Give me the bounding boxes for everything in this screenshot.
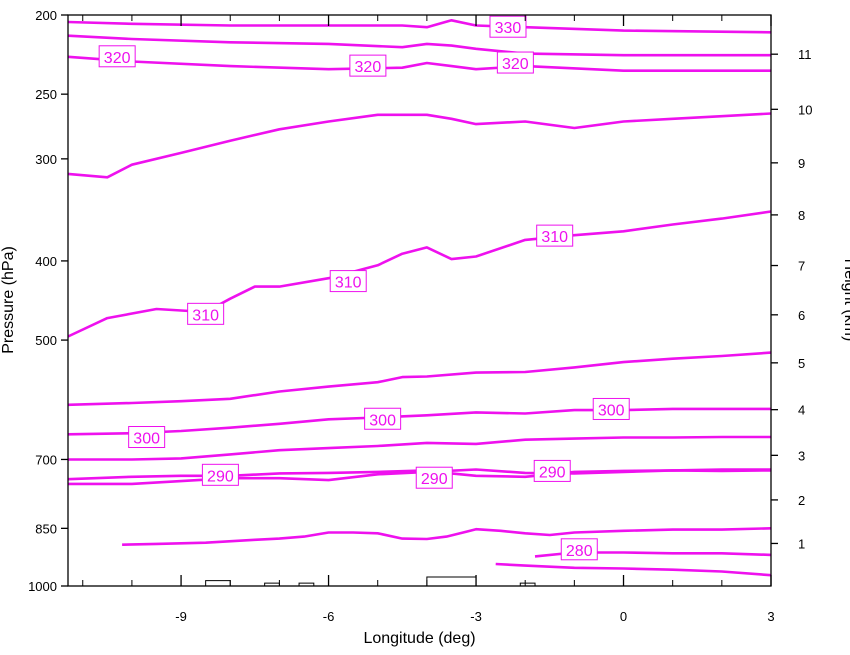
contour-label-box <box>560 538 598 561</box>
contour-label-text: 300 <box>133 431 160 448</box>
x-tick-label: 0 <box>620 609 627 624</box>
y2-tick-label: 9 <box>798 156 805 171</box>
y-tick-label: 250 <box>35 87 57 102</box>
contour-label-text: 310 <box>192 307 219 324</box>
contour-label-text: 290 <box>207 468 234 485</box>
contour-line-8 <box>68 435 771 461</box>
contour-label-text: 300 <box>369 412 396 429</box>
contour-lines <box>67 19 772 577</box>
contour-label-300: 300 <box>128 426 166 449</box>
contour-line-1 <box>67 19 772 34</box>
y-axis-title: Pressure (hPa) <box>0 246 17 354</box>
terrain-block-1 <box>205 580 231 586</box>
contour-line-13 <box>495 562 772 577</box>
y-tick-label: 1000 <box>28 579 57 594</box>
contour-label-320: 320 <box>349 54 387 77</box>
contour-label-text: 330 <box>495 20 522 37</box>
x-tick-label: -6 <box>323 609 335 624</box>
contour-label-330: 330 <box>489 15 527 38</box>
y2-tick-label: 3 <box>798 448 805 463</box>
contour-label-280: 280 <box>560 538 598 561</box>
contour-label-300: 300 <box>364 407 402 430</box>
contour-label-box <box>415 466 453 489</box>
contour-label-290: 290 <box>415 466 453 489</box>
y2-tick-label: 6 <box>798 308 805 323</box>
contour-label-290: 290 <box>533 459 571 482</box>
contour-label-box <box>187 302 225 325</box>
contour-label-text: 320 <box>355 59 382 76</box>
plot-frame <box>67 14 772 587</box>
contour-line-2 <box>67 34 771 57</box>
x-axis-title: Longitude (deg) <box>363 630 475 647</box>
contour-label-text: 320 <box>104 50 131 67</box>
terrain-block-3 <box>298 582 315 586</box>
contour-label-text: 290 <box>539 464 566 481</box>
contour-label-box <box>201 463 239 486</box>
y2-tick-label: 10 <box>798 102 812 117</box>
contour-label-box <box>349 54 387 77</box>
contour-label-320: 320 <box>496 51 534 74</box>
y-tick-label: 850 <box>35 521 57 536</box>
contour-line-6 <box>67 351 772 407</box>
terrain-block-4 <box>426 576 477 586</box>
x-tick-label: 3 <box>767 609 774 624</box>
contour-label-310: 310 <box>329 270 367 293</box>
y2-tick-label: 2 <box>798 493 805 508</box>
y2-tick-label: 5 <box>798 356 805 371</box>
y-tick-label: 300 <box>35 152 57 167</box>
contour-label-text: 290 <box>421 471 448 488</box>
contour-line-5 <box>67 210 772 338</box>
contour-label-box <box>364 407 402 430</box>
y2-axis-title: Height (km) <box>841 259 850 342</box>
x-tick-label: -3 <box>470 609 482 624</box>
contour-label-text: 320 <box>502 56 529 73</box>
contour-label-310: 310 <box>536 224 574 247</box>
contour-line-3 <box>67 55 771 72</box>
y2-tick-label: 7 <box>798 259 805 274</box>
y2-tick-label: 4 <box>798 403 805 418</box>
contour-label-320: 320 <box>98 45 136 68</box>
contour-label-text: 310 <box>335 275 362 292</box>
terrain-outline <box>205 576 536 586</box>
contour-label-text: 310 <box>541 229 568 246</box>
contour-label-300: 300 <box>592 397 630 420</box>
y2-tick-label: 1 <box>798 536 805 551</box>
y-tick-label: 700 <box>35 452 57 467</box>
terrain-block-5 <box>519 582 536 586</box>
contour-labels: 330 320 320 320 310 310 310 300 300 300 290 290 290 2… <box>98 15 630 561</box>
contour-label-box <box>489 15 527 38</box>
x-tick-label: -9 <box>175 609 187 624</box>
y-tick-label: 500 <box>35 333 57 348</box>
contour-label-box <box>329 270 367 293</box>
y2-tick-label: 11 <box>798 47 812 62</box>
contour-label-text: 280 <box>566 543 593 560</box>
contour-label-290: 290 <box>201 463 239 486</box>
contour-line-11 <box>122 527 772 546</box>
y2-tick-label: 8 <box>798 208 805 223</box>
contour-label-310: 310 <box>187 302 225 325</box>
contour-label-text: 300 <box>598 402 625 419</box>
contour-label-box <box>128 426 166 449</box>
contour-label-box <box>536 224 574 247</box>
contour-line-4 <box>67 112 772 179</box>
y-tick-label: 200 <box>35 8 57 23</box>
contour-label-box <box>496 51 534 74</box>
y-tick-label: 400 <box>35 254 57 269</box>
contour-label-box <box>592 397 630 420</box>
contour-label-box <box>98 45 136 68</box>
contour-line-7 <box>67 407 771 436</box>
axes: -9 -6 -3 0 3 200 250 300 400 500 700 850 1000 1 2 3 4 5 6 7… <box>28 8 812 624</box>
contour-label-box <box>533 459 571 482</box>
